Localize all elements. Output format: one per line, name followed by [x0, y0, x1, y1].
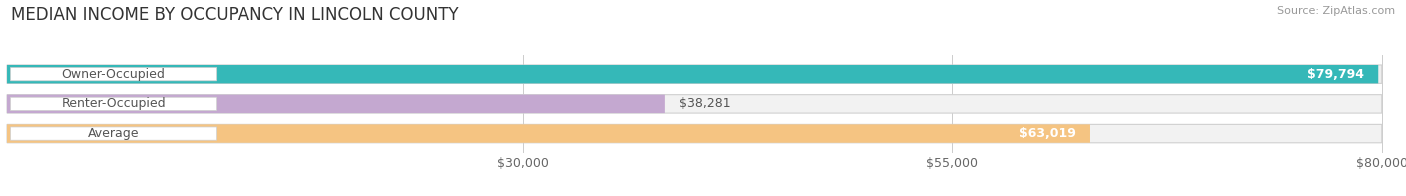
Text: MEDIAN INCOME BY OCCUPANCY IN LINCOLN COUNTY: MEDIAN INCOME BY OCCUPANCY IN LINCOLN CO…	[11, 6, 458, 24]
FancyBboxPatch shape	[7, 65, 1378, 83]
FancyBboxPatch shape	[7, 124, 1090, 143]
Text: Source: ZipAtlas.com: Source: ZipAtlas.com	[1277, 6, 1395, 16]
Text: $79,794: $79,794	[1308, 68, 1364, 81]
Text: Owner-Occupied: Owner-Occupied	[62, 68, 166, 81]
FancyBboxPatch shape	[7, 95, 665, 113]
Text: Average: Average	[87, 127, 139, 140]
FancyBboxPatch shape	[10, 97, 217, 111]
Text: Renter-Occupied: Renter-Occupied	[62, 97, 166, 110]
FancyBboxPatch shape	[7, 65, 1382, 83]
Text: $63,019: $63,019	[1019, 127, 1076, 140]
FancyBboxPatch shape	[7, 124, 1382, 143]
FancyBboxPatch shape	[7, 95, 1382, 113]
FancyBboxPatch shape	[10, 127, 217, 140]
FancyBboxPatch shape	[10, 68, 217, 81]
Text: $38,281: $38,281	[679, 97, 730, 110]
